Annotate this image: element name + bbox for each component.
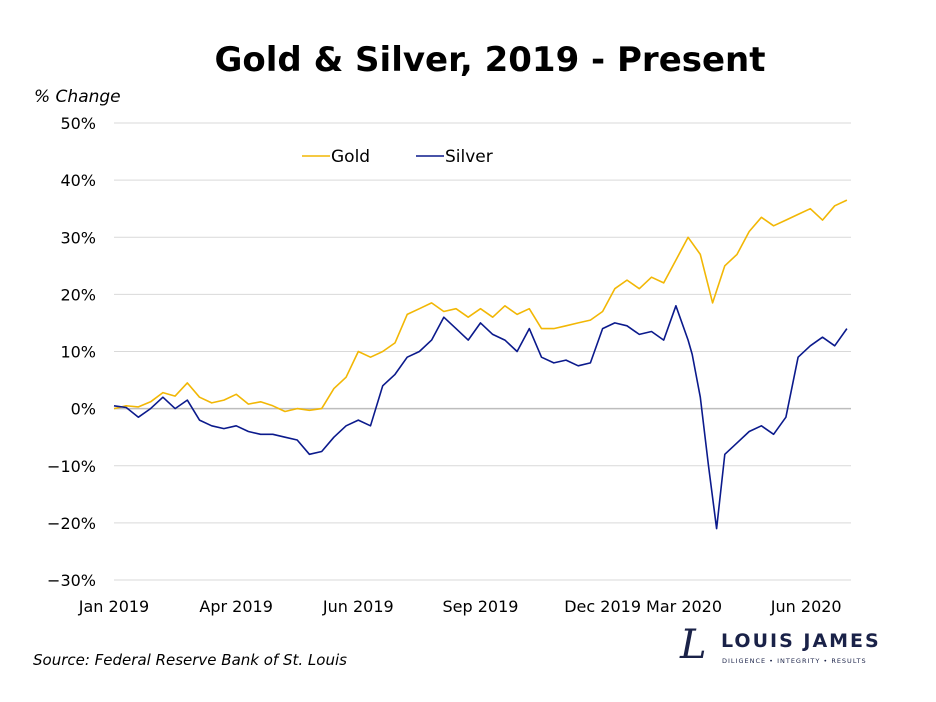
x-tick-label: Dec 2019 <box>564 597 641 616</box>
series-line-silver <box>113 304 848 530</box>
y-axis-ticks: −30% −20% −10% 0% 10% 20% 30% 40% 50% <box>47 114 96 590</box>
x-tick-label: Jun 2019 <box>322 597 394 616</box>
x-tick-label: Jan 2019 <box>78 597 149 616</box>
x-tick-label: Mar 2020 <box>646 597 722 616</box>
legend-label-gold: Gold <box>331 147 370 167</box>
source-note: Source: Federal Reserve Bank of St. Loui… <box>33 651 347 669</box>
brand-logo: L LOUIS JAMES DILIGENCE • INTEGRITY • RE… <box>680 622 906 668</box>
series-line-gold <box>113 199 848 413</box>
series-lines <box>113 199 848 530</box>
legend-label-silver: Silver <box>445 147 493 167</box>
y-tick-label: −30% <box>47 571 96 590</box>
y-tick-label: 20% <box>60 285 96 304</box>
logo-name: LOUIS JAMES <box>721 630 881 652</box>
x-tick-label: Apr 2019 <box>199 597 272 616</box>
y-tick-label: 40% <box>60 171 96 190</box>
y-axis-label: % Change <box>34 87 121 107</box>
legend: Gold Silver <box>302 147 493 167</box>
grid-lines <box>114 122 851 581</box>
x-axis-ticks: Jan 2019 Apr 2019 Jun 2019 Sep 2019 Dec 2019… <box>78 597 842 616</box>
y-tick-label: −20% <box>47 514 96 533</box>
x-tick-label: Jun 2020 <box>770 597 842 616</box>
logo-tagline: DILIGENCE • INTEGRITY • RESULTS <box>722 657 867 665</box>
logo-mark: L <box>680 622 707 668</box>
y-tick-label: 0% <box>71 400 96 419</box>
y-tick-label: 50% <box>60 114 96 133</box>
y-tick-label: 10% <box>60 343 96 362</box>
y-tick-label: −10% <box>47 457 96 476</box>
y-tick-label: 30% <box>60 228 96 247</box>
chart-title: Gold & Silver, 2019 - Present <box>214 40 766 80</box>
x-tick-label: Sep 2019 <box>442 597 518 616</box>
